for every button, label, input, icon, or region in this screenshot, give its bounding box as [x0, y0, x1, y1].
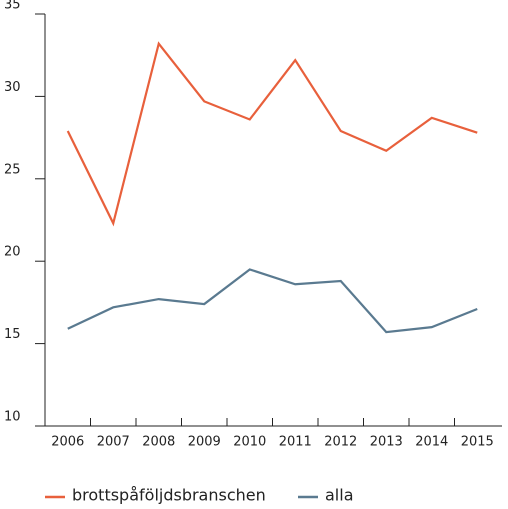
x-tick-label: 2015: [461, 435, 494, 450]
x-tick-label: 2014: [415, 435, 448, 450]
x-tick-label: 2006: [51, 435, 84, 450]
y-tick-label: 25: [4, 162, 21, 177]
legend-label: brottspåföljdsbranschen: [72, 486, 266, 505]
x-tick-label: 2010: [233, 435, 266, 450]
x-tick-label: 2007: [97, 435, 130, 450]
y-tick-label: 20: [4, 245, 21, 260]
y-tick-label: 30: [4, 80, 21, 95]
x-tick-label: 2008: [142, 435, 175, 450]
x-tick-label: 2012: [324, 435, 357, 450]
x-tick-label: 2009: [188, 435, 221, 450]
x-tick-label: 2013: [370, 435, 403, 450]
line-series: [66, 41, 478, 227]
x-tick-label: 2011: [279, 435, 312, 450]
line-series: [67, 268, 478, 334]
y-tick-label: 15: [4, 327, 21, 342]
legend-label: alla: [325, 486, 354, 505]
y-tick-label: 35: [4, 0, 21, 13]
y-tick-label: 10: [4, 410, 21, 425]
